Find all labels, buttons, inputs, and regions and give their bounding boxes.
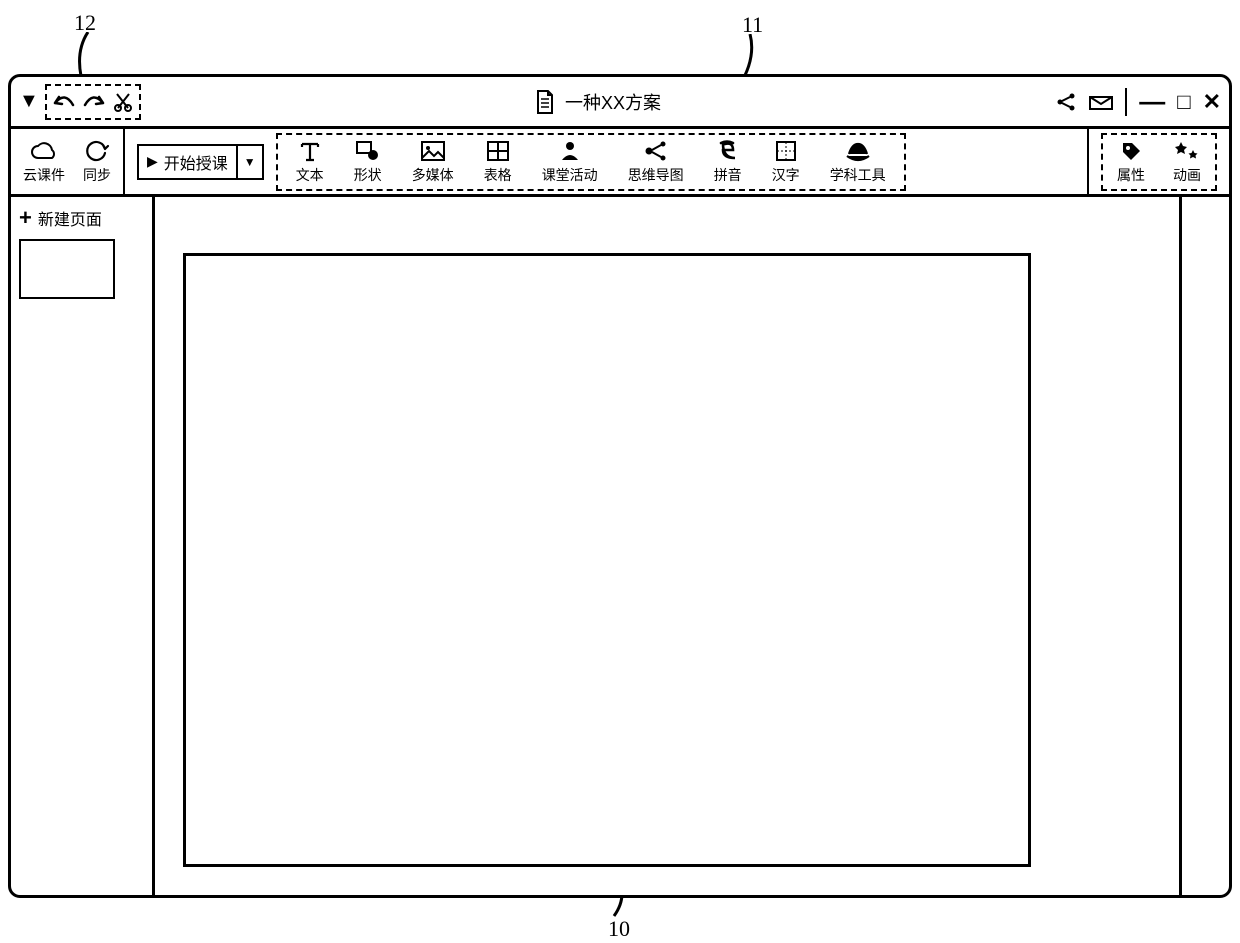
minimize-button[interactable]: — <box>1139 86 1165 117</box>
media-label: 多媒体 <box>412 165 454 185</box>
lead-12a <box>78 32 98 76</box>
titlebar-divider <box>1125 88 1127 116</box>
activity-label: 课堂活动 <box>542 165 598 185</box>
toolbar-right-group: 属性 动画 <box>1087 129 1229 194</box>
mindmap-label: 思维导图 <box>628 165 684 185</box>
maximize-button[interactable]: □ <box>1177 89 1190 115</box>
properties-button[interactable]: 属性 <box>1117 139 1145 185</box>
app-window: ▼ 一种XX方案 <box>8 74 1232 898</box>
titlebar-left: ▼ <box>11 84 141 120</box>
callout-10: 10 <box>608 916 630 942</box>
start-teaching-button[interactable]: ▶ 开始授课 ▼ <box>137 144 264 180</box>
shape-tool[interactable]: 形状 <box>354 139 382 185</box>
body: + 新建页面 <box>11 197 1229 895</box>
document-icon <box>535 90 555 114</box>
sync-icon <box>84 139 110 163</box>
tools-box: 文本 形状 多媒体 <box>276 133 906 191</box>
text-tool[interactable]: 文本 <box>296 139 324 185</box>
share-icon[interactable] <box>1055 92 1077 112</box>
cut-icon[interactable] <box>113 92 133 112</box>
properties-label: 属性 <box>1117 165 1145 185</box>
media-tool[interactable]: 多媒体 <box>412 139 454 185</box>
subject-icon <box>845 139 871 163</box>
document-title: 一种XX方案 <box>565 89 661 115</box>
window-icon[interactable] <box>1089 94 1113 110</box>
hanzi-tool[interactable]: 汉字 <box>772 139 800 185</box>
stars-icon <box>1174 139 1200 163</box>
toolbar-left-group: 云课件 同步 <box>11 129 125 194</box>
hanzi-icon <box>775 139 797 163</box>
cloud-icon <box>29 139 59 163</box>
text-icon <box>299 139 321 163</box>
start-dropdown-icon[interactable]: ▼ <box>236 146 262 178</box>
subject-tool[interactable]: 学科工具 <box>830 139 886 185</box>
titlebar-right: — □ ✕ <box>1055 86 1229 117</box>
media-icon <box>420 139 446 163</box>
text-label: 文本 <box>296 165 324 185</box>
close-button[interactable]: ✕ <box>1203 89 1221 115</box>
plus-icon: + <box>19 205 32 231</box>
tools-group: 文本 形状 多媒体 <box>276 129 1087 194</box>
undo-icon[interactable] <box>53 93 75 111</box>
tag-icon <box>1120 139 1142 163</box>
redo-icon[interactable] <box>83 93 105 111</box>
titlebar-center: 一种XX方案 <box>141 89 1055 115</box>
cloud-label: 云课件 <box>23 165 65 185</box>
table-label: 表格 <box>484 165 512 185</box>
mindmap-tool[interactable]: 思维导图 <box>628 139 684 185</box>
content-area <box>155 197 1179 895</box>
subject-label: 学科工具 <box>830 165 886 185</box>
activity-tool[interactable]: 课堂活动 <box>542 139 598 185</box>
sidebar: + 新建页面 <box>11 197 155 895</box>
shape-label: 形状 <box>354 165 382 185</box>
new-page-label: 新建页面 <box>38 206 102 230</box>
start-teaching-label: 开始授课 <box>164 150 236 174</box>
hanzi-label: 汉字 <box>772 165 800 185</box>
app-menu-icon[interactable]: ▼ <box>17 90 41 113</box>
start-teaching-group: ▶ 开始授课 ▼ <box>125 129 276 194</box>
main-toolbar: 云课件 同步 ▶ 开始授课 ▼ 文本 <box>11 129 1229 197</box>
right-box: 属性 动画 <box>1101 133 1217 191</box>
table-icon <box>486 139 510 163</box>
pinyin-icon <box>717 139 739 163</box>
sync-button[interactable]: 同步 <box>83 139 111 185</box>
quick-access-toolbar <box>45 84 141 120</box>
right-panel <box>1179 197 1229 895</box>
sync-label: 同步 <box>83 165 111 185</box>
page-thumbnail-1[interactable] <box>19 239 115 299</box>
shape-icon <box>355 139 381 163</box>
pinyin-tool[interactable]: 拼音 <box>714 139 742 185</box>
new-page-button[interactable]: + 新建页面 <box>19 205 144 231</box>
play-icon: ▶ <box>139 153 164 170</box>
table-tool[interactable]: 表格 <box>484 139 512 185</box>
activity-icon <box>558 139 582 163</box>
pinyin-label: 拼音 <box>714 165 742 185</box>
cloud-courseware-button[interactable]: 云课件 <box>23 139 65 185</box>
animation-button[interactable]: 动画 <box>1173 139 1201 185</box>
editor-canvas[interactable] <box>183 253 1031 867</box>
titlebar: ▼ 一种XX方案 <box>11 77 1229 129</box>
animation-label: 动画 <box>1173 165 1201 185</box>
mindmap-icon <box>643 139 669 163</box>
